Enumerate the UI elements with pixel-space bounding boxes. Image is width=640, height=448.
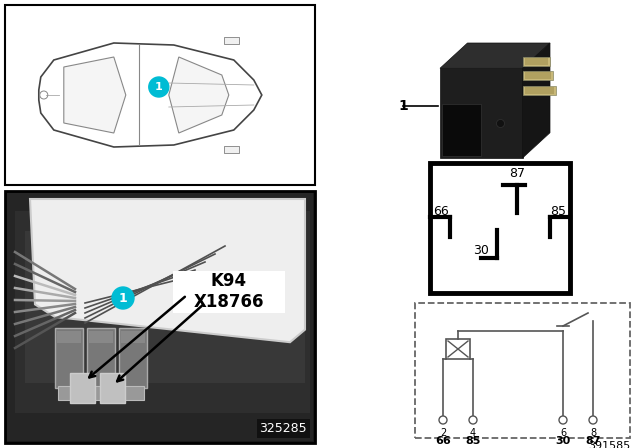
Polygon shape (522, 43, 550, 158)
Bar (25, 231, 305, 383)
Circle shape (112, 287, 134, 309)
Polygon shape (64, 57, 126, 133)
Bar (7, 193, 313, 441)
Text: 66: 66 (435, 436, 451, 446)
Bar (525, 72, 551, 79)
Text: 2: 2 (440, 428, 446, 438)
Text: 391585: 391585 (588, 441, 630, 448)
Bar (100, 373, 125, 403)
Bar (525, 58, 548, 65)
Polygon shape (39, 43, 262, 147)
Text: 6: 6 (560, 428, 566, 438)
Text: 1: 1 (155, 82, 163, 92)
Bar (415, 303, 630, 438)
Circle shape (497, 120, 504, 128)
Text: X18766: X18766 (194, 293, 264, 311)
Bar (522, 57, 550, 66)
Bar (87, 328, 115, 388)
Text: 85: 85 (465, 436, 481, 446)
Bar (5, 191, 315, 443)
Bar (522, 86, 556, 95)
Bar (15, 211, 310, 413)
Bar (173, 271, 285, 313)
Bar (440, 68, 522, 158)
Bar (224, 37, 239, 44)
Bar (522, 71, 554, 80)
Bar (90, 386, 112, 400)
Bar (224, 146, 239, 153)
Bar (89, 331, 113, 343)
Bar (70, 373, 95, 403)
Polygon shape (30, 199, 305, 342)
Circle shape (589, 416, 597, 424)
Bar (58, 386, 80, 400)
Bar (122, 386, 144, 400)
Polygon shape (169, 57, 229, 133)
Text: 325285: 325285 (259, 422, 307, 435)
Text: 85: 85 (550, 205, 566, 218)
Bar (55, 328, 83, 388)
Bar (121, 331, 145, 343)
Text: 30: 30 (556, 436, 571, 446)
Circle shape (469, 416, 477, 424)
Bar (430, 163, 570, 293)
Text: 30: 30 (473, 244, 489, 257)
Bar (5, 5, 315, 185)
Text: K94: K94 (211, 272, 247, 290)
Text: 1: 1 (118, 292, 127, 305)
Bar (57, 331, 81, 343)
Text: 8: 8 (590, 428, 596, 438)
Bar (446, 339, 470, 359)
Bar (525, 86, 554, 94)
Circle shape (559, 416, 567, 424)
Circle shape (439, 416, 447, 424)
Text: 87: 87 (585, 436, 601, 446)
Bar (442, 104, 481, 156)
Text: 4: 4 (470, 428, 476, 438)
Text: 66: 66 (433, 205, 449, 218)
Text: 1: 1 (398, 99, 408, 113)
Polygon shape (440, 43, 550, 68)
Bar (119, 328, 147, 388)
Text: 87: 87 (509, 167, 525, 180)
Circle shape (148, 77, 169, 97)
